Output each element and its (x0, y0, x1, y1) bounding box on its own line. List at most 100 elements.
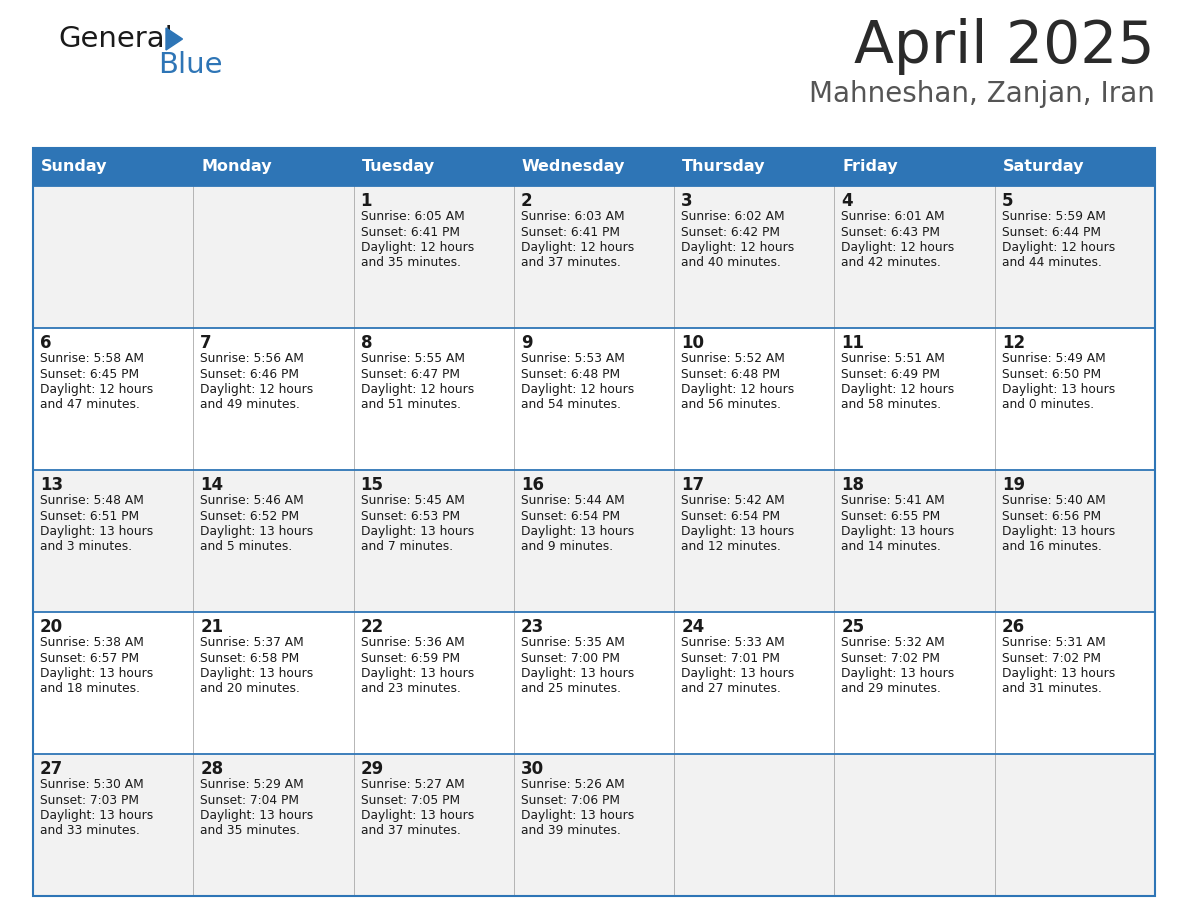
Text: 30: 30 (520, 760, 544, 778)
Bar (33, 186, 1155, 328)
Text: 11: 11 (841, 334, 865, 352)
Text: Sunrise: 5:29 AM: Sunrise: 5:29 AM (201, 778, 304, 791)
Text: Daylight: 12 hours: Daylight: 12 hours (361, 383, 474, 396)
Text: 28: 28 (201, 760, 223, 778)
Bar (33, 754, 1155, 896)
Text: Sunrise: 5:26 AM: Sunrise: 5:26 AM (520, 778, 625, 791)
Text: 9: 9 (520, 334, 532, 352)
Text: Sunrise: 5:46 AM: Sunrise: 5:46 AM (201, 494, 304, 507)
Text: and 25 minutes.: and 25 minutes. (520, 682, 621, 696)
Text: and 56 minutes.: and 56 minutes. (681, 398, 782, 411)
Text: 5: 5 (1001, 192, 1013, 210)
Text: Daylight: 13 hours: Daylight: 13 hours (361, 667, 474, 680)
Text: Daylight: 12 hours: Daylight: 12 hours (841, 241, 955, 254)
Text: Saturday: Saturday (1003, 160, 1085, 174)
Text: Sunrise: 5:35 AM: Sunrise: 5:35 AM (520, 636, 625, 649)
Text: 1: 1 (361, 192, 372, 210)
Text: Sunrise: 5:40 AM: Sunrise: 5:40 AM (1001, 494, 1106, 507)
Text: Daylight: 13 hours: Daylight: 13 hours (201, 809, 314, 822)
Text: Daylight: 12 hours: Daylight: 12 hours (681, 241, 795, 254)
Text: Sunrise: 5:58 AM: Sunrise: 5:58 AM (40, 352, 144, 365)
Text: and 7 minutes.: and 7 minutes. (361, 541, 453, 554)
Text: Daylight: 13 hours: Daylight: 13 hours (1001, 667, 1116, 680)
Text: 16: 16 (520, 476, 544, 494)
Text: and 5 minutes.: and 5 minutes. (201, 541, 292, 554)
Text: Sunset: 7:04 PM: Sunset: 7:04 PM (201, 793, 299, 807)
Text: Sunrise: 5:33 AM: Sunrise: 5:33 AM (681, 636, 785, 649)
Text: Sunset: 6:59 PM: Sunset: 6:59 PM (361, 652, 460, 665)
Text: Daylight: 12 hours: Daylight: 12 hours (1001, 241, 1116, 254)
Text: and 35 minutes.: and 35 minutes. (201, 824, 301, 837)
Text: and 35 minutes.: and 35 minutes. (361, 256, 461, 270)
Text: Tuesday: Tuesday (361, 160, 435, 174)
Text: Daylight: 12 hours: Daylight: 12 hours (201, 383, 314, 396)
Text: Daylight: 13 hours: Daylight: 13 hours (361, 809, 474, 822)
Text: 23: 23 (520, 618, 544, 636)
Text: and 29 minutes.: and 29 minutes. (841, 682, 941, 696)
Text: Sunrise: 5:48 AM: Sunrise: 5:48 AM (40, 494, 144, 507)
Text: 10: 10 (681, 334, 704, 352)
Text: 20: 20 (40, 618, 63, 636)
Text: Daylight: 12 hours: Daylight: 12 hours (520, 383, 634, 396)
Text: Sunset: 7:02 PM: Sunset: 7:02 PM (1001, 652, 1101, 665)
Text: Sunset: 6:52 PM: Sunset: 6:52 PM (201, 509, 299, 522)
Text: 12: 12 (1001, 334, 1025, 352)
Text: Daylight: 13 hours: Daylight: 13 hours (520, 525, 634, 538)
Text: Daylight: 13 hours: Daylight: 13 hours (681, 525, 795, 538)
Text: Daylight: 12 hours: Daylight: 12 hours (841, 383, 955, 396)
Text: Daylight: 13 hours: Daylight: 13 hours (201, 525, 314, 538)
Text: Sunset: 6:49 PM: Sunset: 6:49 PM (841, 367, 941, 380)
Text: Sunset: 6:46 PM: Sunset: 6:46 PM (201, 367, 299, 380)
Text: Sunrise: 5:31 AM: Sunrise: 5:31 AM (1001, 636, 1106, 649)
Text: Sunset: 6:51 PM: Sunset: 6:51 PM (40, 509, 139, 522)
Text: Daylight: 13 hours: Daylight: 13 hours (40, 809, 153, 822)
Text: Sunset: 7:00 PM: Sunset: 7:00 PM (520, 652, 620, 665)
Text: Sunset: 6:47 PM: Sunset: 6:47 PM (361, 367, 460, 380)
Text: and 16 minutes.: and 16 minutes. (1001, 541, 1101, 554)
Text: 14: 14 (201, 476, 223, 494)
Text: 6: 6 (40, 334, 51, 352)
Text: Daylight: 13 hours: Daylight: 13 hours (361, 525, 474, 538)
Text: and 44 minutes.: and 44 minutes. (1001, 256, 1101, 270)
Text: Sunrise: 5:27 AM: Sunrise: 5:27 AM (361, 778, 465, 791)
Text: and 12 minutes.: and 12 minutes. (681, 541, 781, 554)
Text: Sunrise: 5:53 AM: Sunrise: 5:53 AM (520, 352, 625, 365)
Text: 26: 26 (1001, 618, 1025, 636)
Text: Sunset: 6:48 PM: Sunset: 6:48 PM (681, 367, 781, 380)
Text: and 49 minutes.: and 49 minutes. (201, 398, 301, 411)
Text: Sunrise: 5:55 AM: Sunrise: 5:55 AM (361, 352, 465, 365)
Text: Daylight: 13 hours: Daylight: 13 hours (201, 667, 314, 680)
Text: Sunrise: 5:51 AM: Sunrise: 5:51 AM (841, 352, 946, 365)
Text: Sunset: 7:05 PM: Sunset: 7:05 PM (361, 793, 460, 807)
Text: and 31 minutes.: and 31 minutes. (1001, 682, 1101, 696)
Text: Sunset: 6:41 PM: Sunset: 6:41 PM (520, 226, 620, 239)
Text: Sunset: 6:54 PM: Sunset: 6:54 PM (520, 509, 620, 522)
Text: 3: 3 (681, 192, 693, 210)
Text: 2: 2 (520, 192, 532, 210)
Text: Sunset: 7:06 PM: Sunset: 7:06 PM (520, 793, 620, 807)
Text: Sunrise: 5:36 AM: Sunrise: 5:36 AM (361, 636, 465, 649)
Text: Daylight: 13 hours: Daylight: 13 hours (1001, 525, 1116, 538)
Text: Friday: Friday (842, 160, 898, 174)
Text: 22: 22 (361, 618, 384, 636)
Text: Sunrise: 5:52 AM: Sunrise: 5:52 AM (681, 352, 785, 365)
Text: and 58 minutes.: and 58 minutes. (841, 398, 942, 411)
Text: Sunset: 6:42 PM: Sunset: 6:42 PM (681, 226, 781, 239)
Text: 17: 17 (681, 476, 704, 494)
Text: 29: 29 (361, 760, 384, 778)
Text: Sunset: 6:41 PM: Sunset: 6:41 PM (361, 226, 460, 239)
Text: 13: 13 (40, 476, 63, 494)
Text: and 37 minutes.: and 37 minutes. (520, 256, 621, 270)
Text: and 47 minutes.: and 47 minutes. (40, 398, 140, 411)
Text: and 40 minutes.: and 40 minutes. (681, 256, 781, 270)
Text: Daylight: 13 hours: Daylight: 13 hours (40, 667, 153, 680)
Text: Sunset: 6:48 PM: Sunset: 6:48 PM (520, 367, 620, 380)
Text: and 42 minutes.: and 42 minutes. (841, 256, 941, 270)
Text: Sunrise: 6:02 AM: Sunrise: 6:02 AM (681, 210, 785, 223)
Text: and 51 minutes.: and 51 minutes. (361, 398, 461, 411)
Text: 27: 27 (40, 760, 63, 778)
Text: Thursday: Thursday (682, 160, 765, 174)
Bar (33, 148, 1155, 896)
Text: 24: 24 (681, 618, 704, 636)
Bar (33, 148, 1155, 186)
